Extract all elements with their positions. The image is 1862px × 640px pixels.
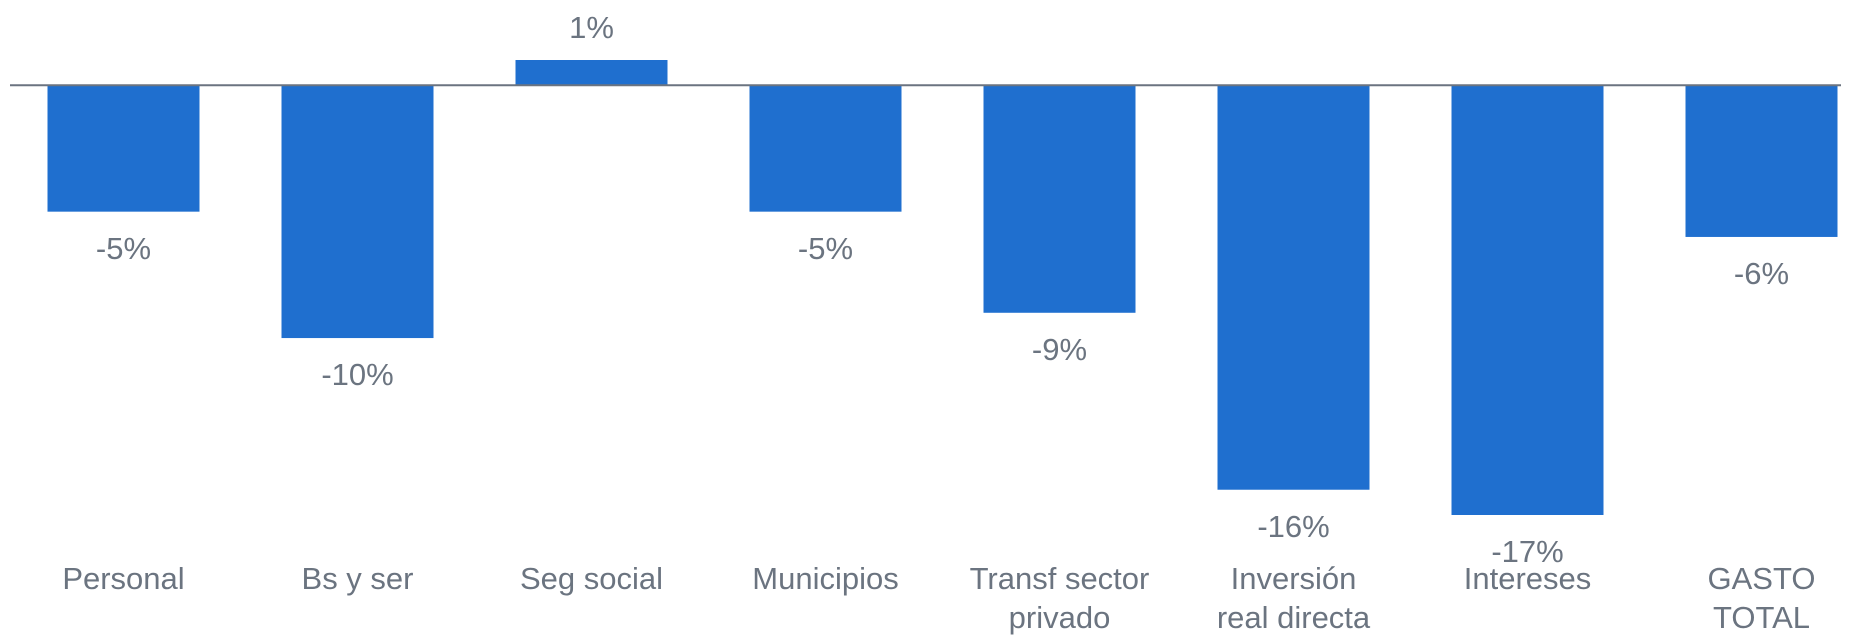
x-tick-label: Municipios xyxy=(752,561,898,596)
bar xyxy=(983,85,1136,313)
bar xyxy=(281,85,434,339)
data-label: 1% xyxy=(569,10,614,45)
x-tick-label: Personal xyxy=(62,561,184,596)
bar xyxy=(1685,85,1838,237)
x-tick-label: Intereses xyxy=(1464,561,1592,596)
data-label: -5% xyxy=(96,231,151,266)
x-tick-label: Transf sector privado xyxy=(970,561,1150,635)
x-tick-label: Inversión real directa xyxy=(1217,561,1371,635)
bar xyxy=(1217,85,1370,490)
bar xyxy=(47,85,200,212)
data-label: -5% xyxy=(798,231,853,266)
x-tick-label: Bs y ser xyxy=(302,561,414,596)
data-label: -17% xyxy=(1491,534,1563,569)
data-label: -9% xyxy=(1032,332,1087,367)
data-label: -6% xyxy=(1734,256,1789,291)
bar xyxy=(515,60,668,86)
bar xyxy=(749,85,902,212)
bar xyxy=(1451,85,1604,516)
data-label: -16% xyxy=(1257,509,1329,544)
x-tick-label: GASTO TOTAL xyxy=(1708,561,1816,635)
x-tick-label: Seg social xyxy=(520,561,663,596)
data-label: -10% xyxy=(321,357,393,392)
